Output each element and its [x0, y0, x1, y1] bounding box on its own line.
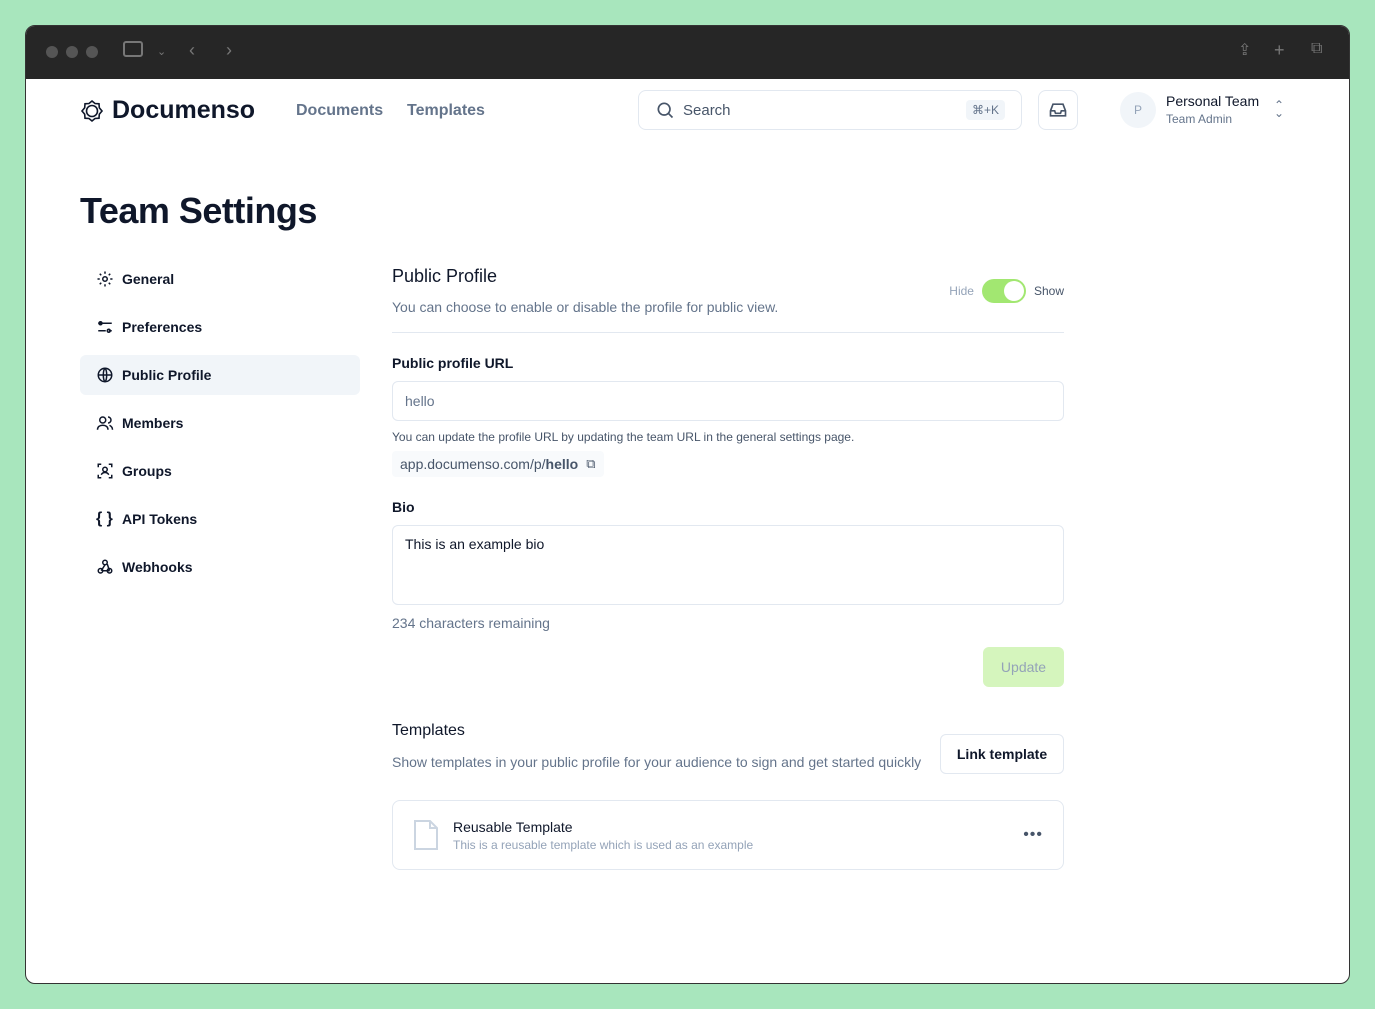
sidebar-item-api-tokens[interactable]: { } API Tokens [80, 499, 360, 539]
search-icon [657, 102, 674, 119]
avatar[interactable]: P [1120, 92, 1156, 128]
section-description: You can choose to enable or disable the … [392, 299, 779, 315]
divider [392, 332, 1064, 333]
template-name: Reusable Template [453, 818, 573, 835]
share-icon[interactable]: ⇪ [1238, 42, 1252, 59]
team-role: Team Admin [1166, 112, 1233, 126]
forward-icon[interactable]: › [226, 40, 232, 60]
globe-icon [97, 367, 113, 383]
url-label: Public profile URL [392, 355, 514, 371]
profile-url-link[interactable]: app.documenso.com/p/hello ⧉ [392, 451, 604, 477]
group-icon [97, 463, 113, 479]
sidebar-item-label: Members [122, 415, 184, 431]
sidebar-item-label: Preferences [122, 319, 203, 335]
sidebar-item-preferences[interactable]: Preferences [80, 307, 360, 347]
sidebar-item-general[interactable]: General [80, 259, 360, 299]
public-profile-panel: Public Profile You can choose to enable … [392, 266, 1064, 870]
settings-sidebar: General Preferences Public Profile Membe… [80, 259, 360, 595]
webhook-icon [97, 559, 113, 574]
search-placeholder: Search [683, 101, 731, 119]
sidebar-item-webhooks[interactable]: Webhooks [80, 547, 360, 587]
logo-icon [80, 99, 104, 122]
team-switcher[interactable]: Personal Team Team Admin [1166, 93, 1259, 126]
profile-visibility-toggle[interactable]: Hide Show [949, 279, 1064, 303]
sidebar-item-members[interactable]: Members [80, 403, 360, 443]
maximize-window-button[interactable] [86, 46, 98, 58]
copy-icon[interactable]: ⧉ [586, 456, 596, 471]
sidebar-item-public-profile[interactable]: Public Profile [80, 355, 360, 395]
template-card[interactable]: Reusable Template This is a reusable tem… [392, 800, 1064, 870]
toggle-switch[interactable] [981, 279, 1026, 303]
sidebar-item-label: Groups [122, 463, 172, 479]
section-title: Public Profile [392, 266, 498, 286]
sliders-icon [98, 321, 112, 333]
url-prefix: app.documenso.com/p/ [400, 456, 546, 472]
team-name: Personal Team [1166, 93, 1260, 109]
search-shortcut: ⌘+K [965, 100, 1005, 120]
toggle-on-label: Show [1033, 284, 1064, 298]
sidebar-item-label: Webhooks [122, 559, 193, 575]
minimize-window-button[interactable] [66, 46, 78, 58]
more-options-icon[interactable]: ••• [1023, 826, 1043, 843]
url-slug: hello [545, 456, 579, 472]
link-template-button[interactable]: Link template [940, 734, 1064, 774]
tabs-icon[interactable]: ⧉ [1311, 40, 1323, 57]
file-icon [414, 820, 438, 850]
search-input[interactable]: Search ⌘+K [638, 90, 1022, 130]
bio-remaining: 234 characters remaining [392, 615, 550, 631]
browser-window: ⌄ ‹ › ⇪ + ⧉ Documenso Documents Template… [25, 25, 1350, 984]
nav-documents[interactable]: Documents [296, 102, 384, 119]
close-window-button[interactable] [46, 46, 58, 58]
gear-icon [97, 271, 113, 287]
users-icon [96, 416, 114, 430]
profile-url-input[interactable]: hello [392, 381, 1064, 421]
sidebar-item-label: API Tokens [122, 511, 198, 527]
bio-textarea[interactable]: This is an example bio [392, 525, 1064, 605]
update-button[interactable]: Update [983, 647, 1064, 687]
back-icon[interactable]: ‹ [189, 40, 195, 60]
sidebar-icon[interactable] [123, 41, 143, 57]
brand-name: Documenso [112, 96, 256, 124]
sidebar-item-label: General [122, 271, 175, 287]
nav-templates[interactable]: Templates [407, 102, 485, 119]
inbox-button[interactable] [1038, 90, 1078, 130]
template-description: This is a reusable template which is use… [453, 837, 754, 852]
chevron-down-icon[interactable]: ⌄ [157, 46, 167, 58]
inbox-icon [1049, 103, 1067, 117]
chevrons-up-down-icon[interactable]: ⌃ ⌄ [1274, 98, 1285, 120]
url-help: You can update the profile URL by updati… [392, 430, 855, 444]
templates-title: Templates [392, 722, 465, 739]
app-header: Documenso Documents Templates Search ⌘+K… [26, 79, 1349, 143]
templates-description: Show templates in your public profile fo… [392, 754, 922, 770]
braces-icon: { } [96, 510, 113, 527]
bio-label: Bio [392, 499, 415, 515]
sidebar-item-groups[interactable]: Groups [80, 451, 360, 491]
page-title: Team Settings [80, 190, 317, 231]
browser-toolbar: ⌄ ‹ › ⇪ + ⧉ [26, 26, 1349, 79]
sidebar-item-label: Public Profile [122, 367, 212, 383]
toggle-off-label: Hide [949, 284, 974, 298]
new-tab-icon[interactable]: + [1274, 40, 1285, 60]
brand-logo[interactable]: Documenso [80, 96, 255, 125]
